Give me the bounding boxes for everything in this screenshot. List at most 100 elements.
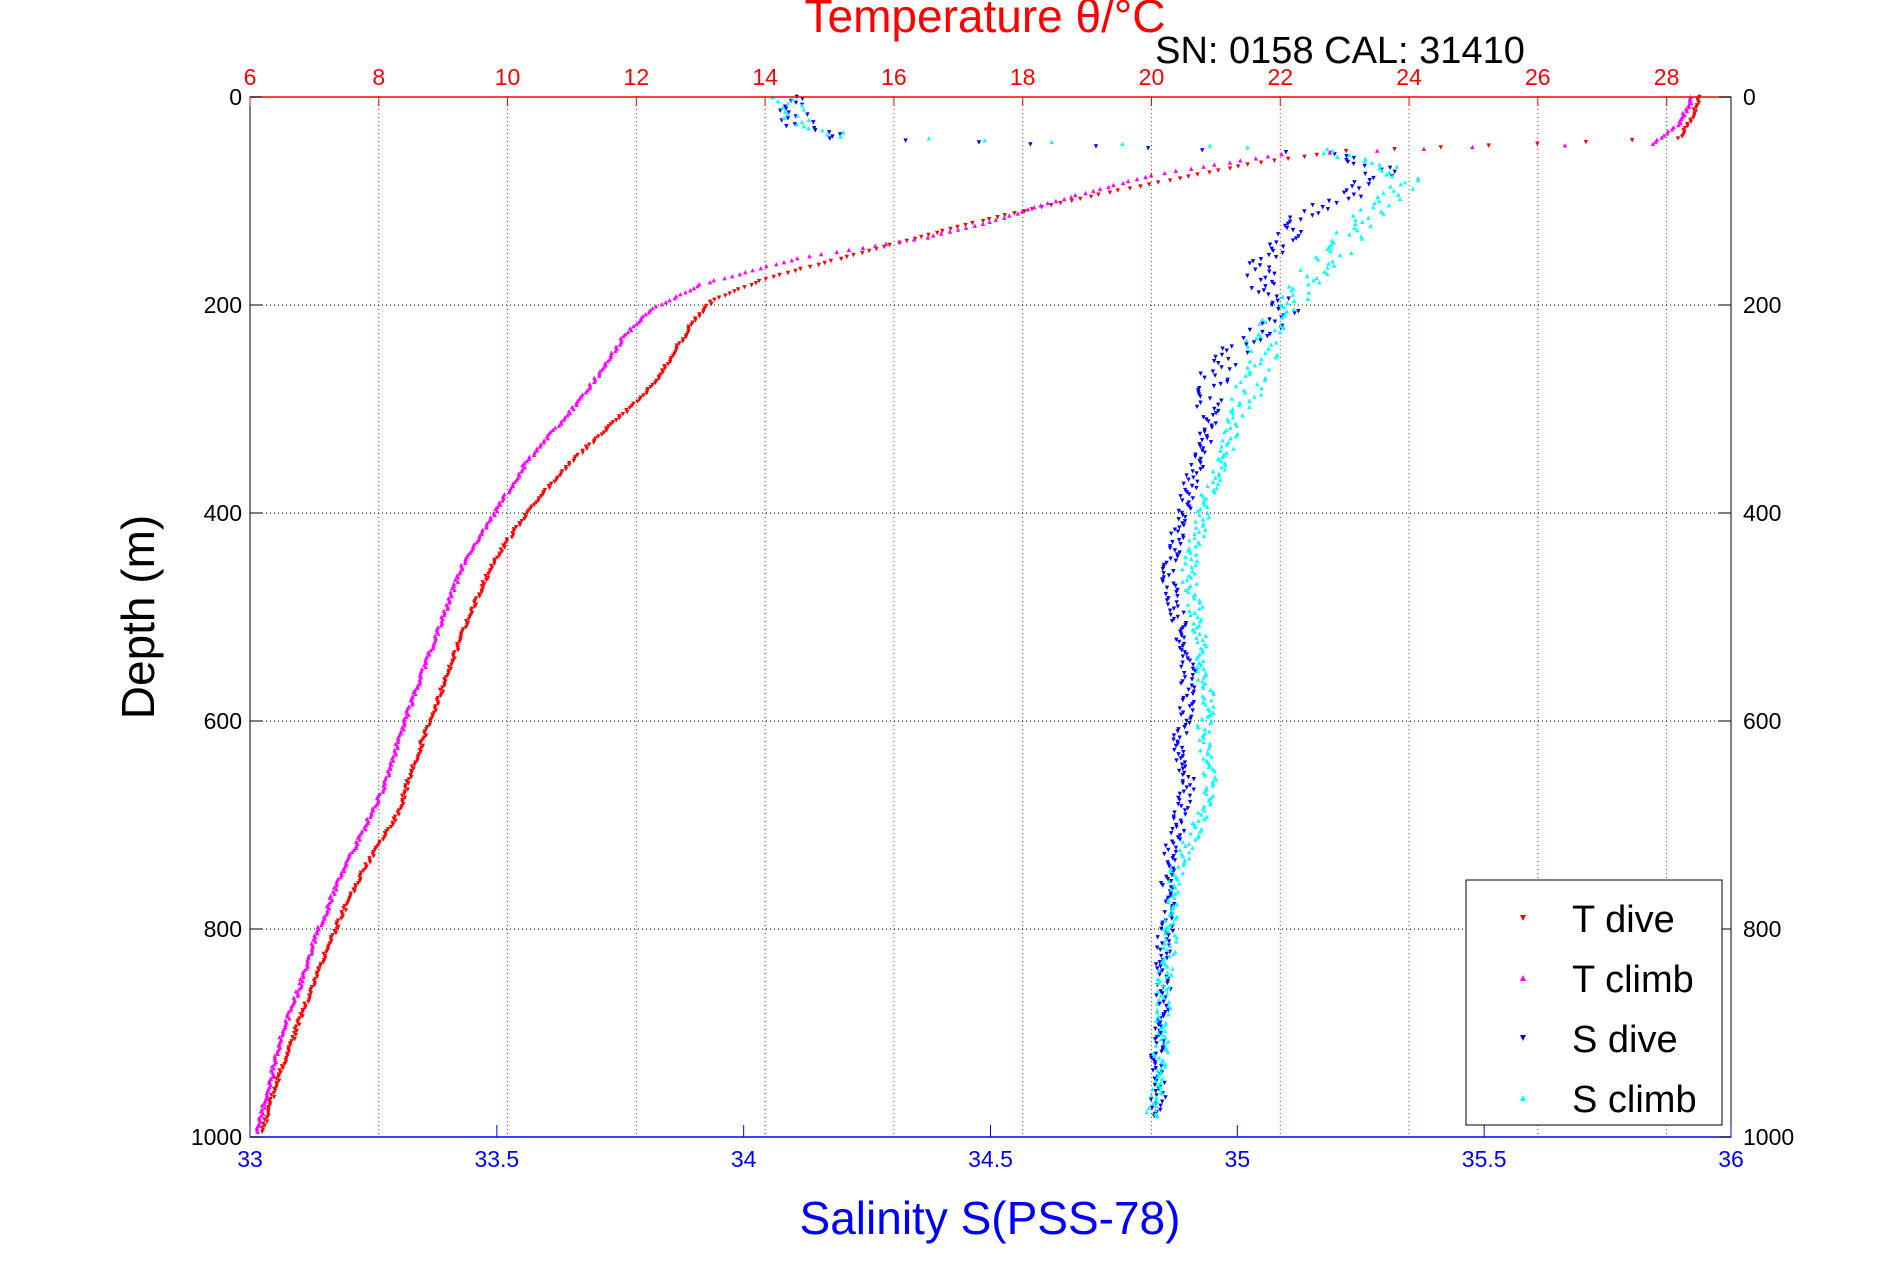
- data-point: [1190, 708, 1195, 713]
- data-point: [391, 758, 396, 763]
- data-point: [1182, 808, 1188, 813]
- data-point: [1188, 550, 1193, 555]
- data-point: [1189, 683, 1195, 688]
- data-point: [1363, 171, 1368, 177]
- data-point: [418, 741, 423, 747]
- data-point: [1653, 139, 1658, 144]
- data-point: [408, 698, 413, 703]
- data-point: [502, 545, 507, 550]
- data-point: [395, 745, 400, 751]
- data-point: [386, 770, 392, 776]
- legend-label: T dive: [1572, 899, 1675, 941]
- data-point: [712, 297, 717, 302]
- data-point: [1163, 937, 1169, 942]
- data-point: [1346, 196, 1351, 202]
- data-point: [774, 262, 779, 267]
- data-point: [455, 575, 461, 580]
- data-point: [1155, 1068, 1160, 1073]
- data-point: [1166, 573, 1172, 578]
- data-point: [727, 291, 732, 296]
- data-point: [1261, 288, 1267, 293]
- data-point: [1486, 143, 1491, 148]
- data-point: [1191, 621, 1196, 626]
- data-point: [1160, 1032, 1165, 1038]
- data-point: [631, 324, 636, 329]
- data-point: [559, 419, 564, 424]
- data-point: [784, 124, 789, 129]
- data-point: [732, 289, 737, 294]
- data-point: [1227, 367, 1232, 372]
- data-point: [1189, 702, 1195, 707]
- data-point: [1245, 145, 1250, 150]
- data-point: [411, 689, 416, 695]
- data-point: [638, 318, 644, 323]
- data-point: [1229, 396, 1234, 401]
- temperature-tick-label: 28: [1654, 64, 1680, 90]
- data-point: [1181, 789, 1187, 794]
- data-point: [1686, 104, 1692, 110]
- data-point: [1171, 737, 1176, 742]
- data-point: [1171, 872, 1177, 878]
- data-point: [860, 245, 866, 250]
- data-point: [1182, 725, 1187, 730]
- data-point: [448, 589, 453, 595]
- data-point: [1153, 1037, 1158, 1042]
- data-point: [1210, 689, 1216, 695]
- data-point: [1691, 115, 1696, 120]
- data-point: [1155, 1114, 1160, 1119]
- data-point: [295, 991, 301, 996]
- data-point: [1181, 635, 1187, 640]
- data-point: [1201, 675, 1206, 680]
- data-point: [801, 107, 807, 112]
- data-point: [1326, 261, 1331, 266]
- data-point: [1238, 379, 1244, 385]
- data-point: [445, 606, 450, 611]
- data-point: [1187, 783, 1193, 788]
- data-point: [1212, 406, 1217, 412]
- data-point: [1158, 1026, 1164, 1032]
- data-point: [1176, 508, 1181, 514]
- data-point: [1224, 442, 1229, 447]
- data-point: [1167, 922, 1173, 928]
- data-point: [1189, 564, 1194, 570]
- salinity-tick-label: 34: [731, 1146, 757, 1172]
- data-point: [830, 134, 835, 139]
- data-point: [1069, 194, 1074, 200]
- data-point: [1217, 477, 1223, 482]
- salinity-tick-label: 35.5: [1462, 1146, 1507, 1172]
- data-point: [1173, 916, 1178, 921]
- data-point: [1200, 448, 1205, 453]
- data-point: [1165, 964, 1170, 969]
- data-point: [1187, 793, 1193, 799]
- data-point: [1694, 105, 1699, 110]
- data-point: [287, 1016, 292, 1021]
- data-point: [1325, 265, 1330, 270]
- data-point: [743, 270, 748, 275]
- data-point: [1273, 354, 1279, 360]
- data-point: [1162, 962, 1168, 967]
- data-point: [1156, 1030, 1161, 1036]
- data-point: [1146, 182, 1152, 187]
- data-point: [1200, 517, 1206, 522]
- data-point: [1200, 650, 1205, 655]
- data-point: [1202, 695, 1207, 701]
- data-point: [792, 122, 798, 127]
- data-point: [1201, 739, 1206, 744]
- data-point: [1247, 261, 1252, 266]
- data-point: [1172, 885, 1178, 890]
- data-point: [1191, 787, 1196, 792]
- data-point: [1184, 718, 1189, 724]
- data-point: [1384, 172, 1389, 177]
- data-point: [1675, 136, 1681, 141]
- data-point: [497, 553, 502, 558]
- data-point: [813, 128, 818, 133]
- data-point: [780, 105, 786, 110]
- data-point: [1200, 523, 1206, 528]
- data-point: [955, 224, 960, 230]
- data-point: [1280, 250, 1285, 256]
- data-point: [1165, 980, 1170, 986]
- data-point: [393, 741, 398, 747]
- data-point: [1371, 175, 1376, 181]
- data-point: [1194, 625, 1199, 630]
- data-point: [1181, 862, 1187, 867]
